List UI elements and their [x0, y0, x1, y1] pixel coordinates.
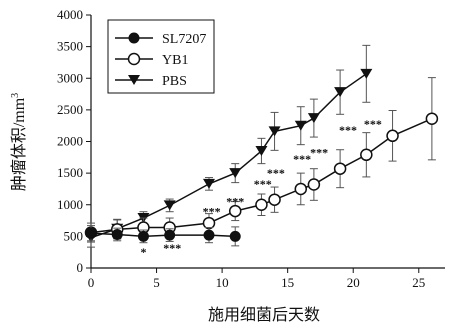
significance-mark-3: *** — [226, 195, 244, 209]
chart-legend: SL7207 YB1 PBS — [107, 19, 215, 94]
y-tick-label-1500: 1500 — [57, 165, 83, 180]
point-yb1-9 — [307, 178, 321, 191]
legend-box — [107, 19, 215, 94]
y-axis-label-main: 肿瘤体积/ — [10, 122, 28, 191]
y-tick-label-3500: 3500 — [57, 39, 83, 54]
point-yb1-4 — [202, 216, 216, 230]
y-tick-label-1000: 1000 — [57, 197, 83, 212]
legend-item-yb1: YB1 — [115, 52, 188, 68]
significance-mark-7: *** — [310, 145, 328, 159]
point-yb1-10 — [333, 162, 347, 175]
significance-mark-9: *** — [364, 117, 382, 131]
y-tick-label-2500: 2500 — [57, 102, 83, 117]
chart-series — [84, 44, 439, 248]
point-pbs-9 — [307, 113, 320, 124]
point-pbs-6 — [255, 145, 268, 156]
point-yb1-11 — [360, 148, 373, 162]
legend-label-sl7207: SL7207 — [162, 32, 206, 47]
point-yb1-7 — [268, 193, 281, 206]
y-axis-label-unit: mm — [11, 97, 28, 122]
point-sl7207-0 — [85, 227, 97, 239]
point-pbs-7 — [268, 126, 281, 137]
series-sl7207 — [85, 225, 241, 247]
point-pbs-4 — [203, 178, 215, 189]
significance-mark-4: *** — [254, 177, 272, 191]
point-sl7207-1 — [111, 228, 123, 240]
point-yb1-5 — [228, 204, 242, 218]
chart-annotations: * ****************** ****** *** — [140, 117, 381, 259]
point-pbs-11 — [360, 68, 373, 79]
y-tick-label-3000: 3000 — [57, 70, 83, 85]
y-tick-label-4000: 4000 — [57, 7, 83, 22]
legend-marker-sl7207 — [128, 32, 140, 44]
point-sl7207-3 — [164, 229, 176, 241]
point-sl7207-4 — [203, 229, 215, 241]
point-pbs-5 — [229, 168, 242, 179]
chart-ticks: 0 500 1000 1500 2000 2500 3000 3500 4000 0 5 10 15 20… — [57, 7, 425, 290]
significance-mark-0: * — [140, 245, 146, 259]
x-tick-label-20: 20 — [347, 275, 360, 290]
x-tick-label-10: 10 — [216, 275, 229, 290]
x-axis-label: 施用细菌后天数 — [208, 306, 320, 324]
point-sl7207-2 — [137, 230, 149, 242]
x-tick-label-5: 5 — [153, 275, 160, 290]
point-yb1-8 — [294, 182, 308, 196]
significance-mark-1: *** — [163, 241, 181, 255]
legend-item-pbs: PBS — [115, 74, 187, 89]
point-sl7207-5 — [229, 230, 241, 242]
significance-mark-6: *** — [293, 152, 311, 166]
x-tick-label-25: 25 — [412, 275, 425, 290]
y-tick-label-2000: 2000 — [57, 134, 83, 149]
legend-label-yb1: YB1 — [162, 53, 188, 68]
legend-label-pbs: PBS — [162, 74, 187, 89]
legend-item-sl7207: SL7207 — [115, 32, 206, 47]
point-pbs-3 — [163, 200, 176, 211]
y-axis-label-sup: 3 — [10, 93, 21, 98]
point-pbs-10 — [334, 87, 347, 98]
point-pbs-8 — [294, 120, 307, 131]
significance-mark-8: *** — [339, 123, 357, 137]
significance-mark-5: *** — [267, 166, 285, 180]
x-tick-label-0: 0 — [88, 275, 95, 290]
point-yb1-6 — [255, 198, 268, 211]
series-yb1 — [84, 77, 439, 243]
legend-marker-yb1 — [127, 52, 141, 66]
point-yb1-12 — [386, 129, 399, 143]
point-yb1-13 — [425, 112, 439, 125]
y-tick-label-0: 0 — [77, 260, 84, 275]
significance-mark-2: *** — [203, 205, 221, 219]
y-tick-label-500: 500 — [64, 228, 84, 243]
legend-marker-pbs — [128, 75, 140, 85]
y-axis-label: 肿瘤体积/mm3 — [10, 93, 28, 191]
x-tick-label-15: 15 — [281, 275, 294, 290]
